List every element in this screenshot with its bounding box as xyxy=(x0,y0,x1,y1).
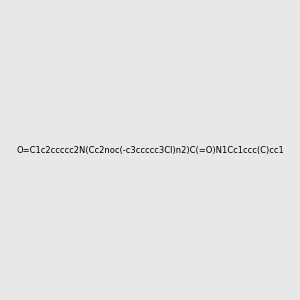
Text: O=C1c2ccccc2N(Cc2noc(-c3ccccc3Cl)n2)C(=O)N1Cc1ccc(C)cc1: O=C1c2ccccc2N(Cc2noc(-c3ccccc3Cl)n2)C(=O… xyxy=(16,146,284,154)
